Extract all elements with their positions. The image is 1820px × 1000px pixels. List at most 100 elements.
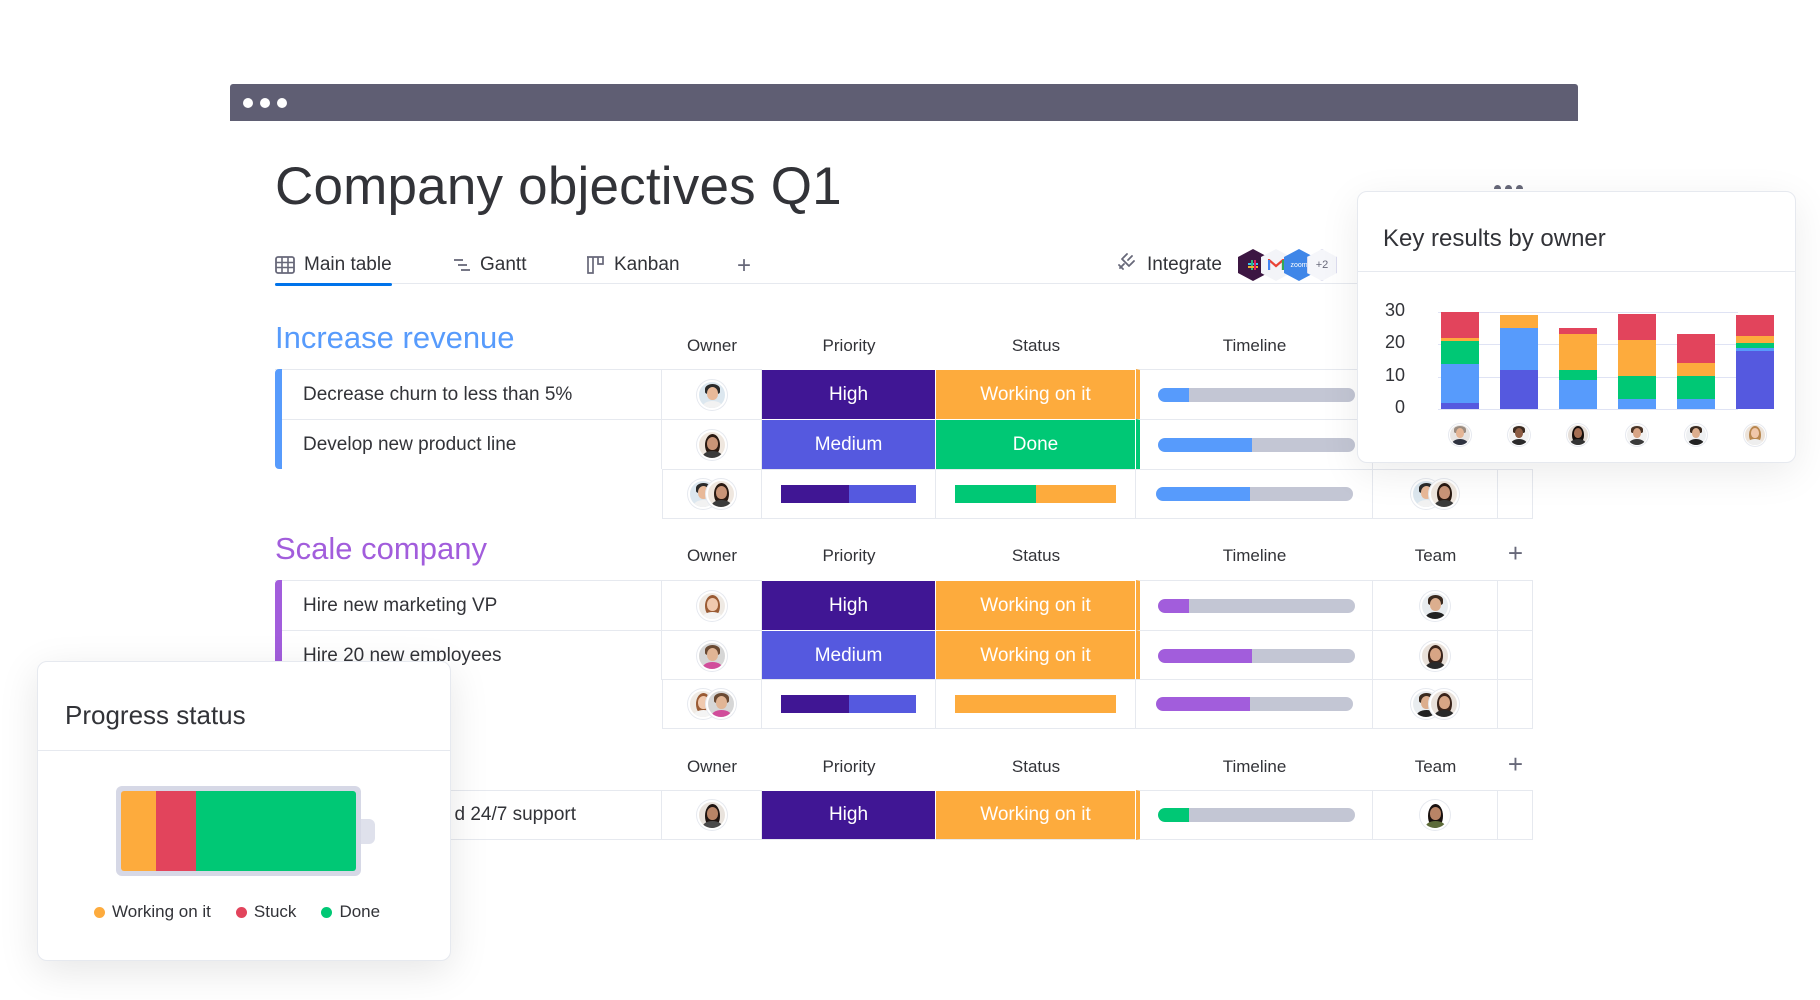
column-header-team[interactable]: Team	[1414, 757, 1457, 776]
team-cell[interactable]	[1373, 630, 1498, 680]
table-row[interactable]: d 24/7 support High Working on it	[275, 790, 1533, 840]
priority-label[interactable]: High	[762, 790, 936, 840]
chart-bar-owner-4[interactable]	[1618, 314, 1656, 409]
owner-avatar[interactable]	[696, 379, 727, 410]
owner-cell[interactable]	[662, 419, 762, 469]
status-label[interactable]: Working on it	[936, 369, 1136, 419]
column-header-owner[interactable]: Owner	[686, 336, 738, 355]
window-dot-icon[interactable]	[260, 98, 270, 108]
timeline-bar[interactable]	[1157, 598, 1355, 613]
owner-avatar-stack[interactable]	[688, 689, 736, 719]
team-avatar-stack[interactable]	[1411, 689, 1459, 719]
status-label[interactable]: Working on it	[936, 580, 1136, 630]
status-label[interactable]: Working on it	[936, 790, 1136, 840]
add-column-button[interactable]: +	[1507, 749, 1524, 779]
progress-battery-chart[interactable]	[116, 786, 361, 876]
column-header-owner[interactable]: Owner	[686, 546, 738, 565]
item-name-cell[interactable]: Hire new marketing VP	[275, 580, 662, 630]
table-row[interactable]: Hire new marketing VP High Working on it	[275, 580, 1533, 630]
chart-bar-owner-1[interactable]	[1441, 312, 1479, 409]
owner-cell[interactable]	[662, 790, 762, 840]
timeline-cell[interactable]	[1136, 580, 1373, 630]
item-name-cell[interactable]: Develop new product line	[275, 419, 662, 469]
team-avatar[interactable]	[1420, 800, 1450, 830]
status-label[interactable]: Done	[936, 419, 1136, 469]
chart-owner-avatar[interactable]	[1685, 424, 1707, 446]
priority-label[interactable]: High	[762, 580, 936, 630]
integration-apps[interactable]: zoom +2	[1238, 249, 1337, 281]
group-title-scale-company[interactable]: Scale company	[275, 531, 487, 566]
item-name-cell[interactable]: Hire 20 new employees	[275, 630, 662, 680]
item-name-cell[interactable]: Decrease churn to less than 5%	[275, 369, 662, 419]
team-cell[interactable]	[1373, 580, 1498, 630]
timeline-cell[interactable]	[1136, 630, 1373, 680]
tab-main-table[interactable]: Main table	[275, 246, 392, 286]
column-header-owner[interactable]: Owner	[686, 757, 738, 776]
battery-segment-stuck[interactable]	[156, 791, 197, 871]
tab-kanban[interactable]: Kanban	[585, 246, 680, 284]
priority-distribution-bar[interactable]	[781, 485, 916, 503]
battery-segment-working[interactable]	[121, 791, 157, 871]
timeline-bar[interactable]	[1157, 648, 1355, 663]
owner-avatar[interactable]	[696, 800, 727, 830]
timeline-cell[interactable]	[1136, 419, 1373, 469]
chart-owner-avatar[interactable]	[1626, 424, 1648, 446]
column-header-timeline[interactable]: Timeline	[1222, 757, 1287, 776]
status-label[interactable]: Working on it	[936, 630, 1136, 680]
timeline-cell[interactable]	[1136, 369, 1373, 419]
battery-segment-done[interactable]	[196, 791, 356, 871]
group-title-increase-revenue[interactable]: Increase revenue	[275, 320, 515, 355]
chart-owner-avatar[interactable]	[1508, 424, 1530, 446]
timeline-summary-bar[interactable]	[1155, 697, 1353, 711]
window-dot-icon[interactable]	[243, 98, 253, 108]
tab-gantt[interactable]: Gantt	[453, 246, 526, 284]
integrate-button[interactable]: Integrate zoom +2	[1115, 246, 1337, 284]
column-header-timeline[interactable]: Timeline	[1222, 546, 1287, 565]
column-header-timeline[interactable]: Timeline	[1222, 336, 1287, 355]
chart-bar-owner-5[interactable]	[1677, 334, 1715, 409]
owner-cell[interactable]	[662, 630, 762, 680]
column-header-priority[interactable]: Priority	[822, 336, 876, 355]
team-avatar-stack[interactable]	[1411, 479, 1459, 509]
chart-owner-avatar[interactable]	[1744, 424, 1766, 446]
chart-bar-owner-2[interactable]	[1500, 315, 1538, 409]
priority-distribution-bar[interactable]	[781, 695, 916, 713]
table-row[interactable]: Hire 20 new employees Medium Working on …	[275, 630, 1533, 680]
window-dot-icon[interactable]	[277, 98, 287, 108]
timeline-bar[interactable]	[1157, 437, 1355, 452]
chart-card-menu-icon[interactable]	[1494, 185, 1523, 189]
add-column-button[interactable]: +	[1507, 538, 1524, 568]
priority-label[interactable]: High	[762, 369, 936, 419]
owner-cell[interactable]	[662, 580, 762, 630]
column-header-priority[interactable]: Priority	[822, 546, 876, 565]
timeline-summary-bar[interactable]	[1155, 487, 1353, 501]
owner-avatar[interactable]	[696, 429, 727, 460]
timeline-cell[interactable]	[1136, 790, 1373, 840]
chart-owner-avatar[interactable]	[1449, 424, 1471, 446]
owner-cell[interactable]	[662, 369, 762, 419]
chart-bar-owner-6[interactable]	[1736, 315, 1774, 409]
timeline-bar[interactable]	[1157, 808, 1355, 822]
chart-owner-avatar[interactable]	[1567, 424, 1589, 446]
chart-bar-owner-3[interactable]	[1559, 328, 1597, 409]
owner-avatar[interactable]	[696, 590, 727, 621]
table-row[interactable]: Develop new product line Medium Done	[275, 419, 1533, 469]
item-name-cell[interactable]: d 24/7 support	[275, 790, 662, 840]
priority-label[interactable]: Medium	[762, 419, 936, 469]
column-header-status[interactable]: Status	[1011, 546, 1061, 565]
add-view-button[interactable]: +	[737, 252, 752, 279]
team-avatar[interactable]	[1420, 640, 1450, 671]
team-cell[interactable]	[1373, 790, 1498, 840]
owner-avatar[interactable]	[696, 640, 727, 671]
owner-avatar-stack[interactable]	[688, 479, 736, 509]
table-row[interactable]: Decrease churn to less than 5% High Work…	[275, 369, 1533, 419]
team-avatar[interactable]	[1420, 590, 1450, 621]
column-header-priority[interactable]: Priority	[822, 757, 876, 776]
status-distribution-bar[interactable]	[955, 695, 1116, 713]
status-distribution-bar[interactable]	[955, 485, 1116, 503]
timeline-bar[interactable]	[1157, 387, 1355, 402]
column-header-team[interactable]: Team	[1414, 546, 1457, 565]
column-header-status[interactable]: Status	[1011, 757, 1061, 776]
column-header-status[interactable]: Status	[1011, 336, 1061, 355]
priority-label[interactable]: Medium	[762, 630, 936, 680]
